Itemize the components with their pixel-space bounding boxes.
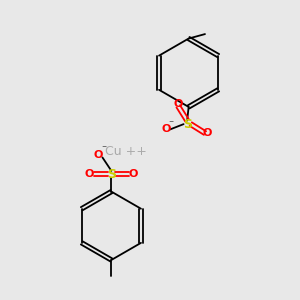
Text: S: S — [107, 168, 116, 181]
Text: O: O — [129, 169, 138, 179]
Text: O: O — [203, 128, 212, 138]
Text: ⁻: ⁻ — [102, 145, 107, 155]
Text: O: O — [161, 124, 170, 134]
Text: S: S — [183, 118, 192, 130]
Text: Cu ++: Cu ++ — [105, 145, 147, 158]
Text: O: O — [173, 99, 183, 109]
Text: O: O — [94, 150, 103, 160]
Text: O: O — [85, 169, 94, 179]
Text: ⁻: ⁻ — [169, 119, 174, 129]
